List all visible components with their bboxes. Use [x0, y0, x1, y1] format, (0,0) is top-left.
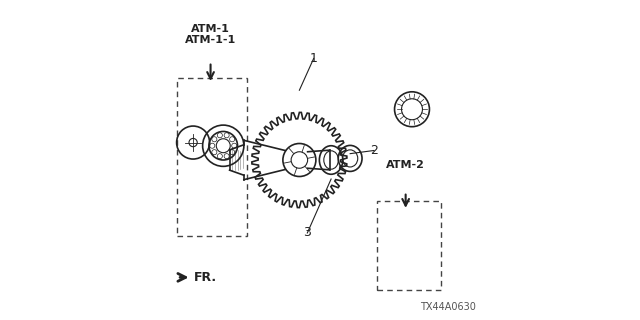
Text: FR.: FR.	[194, 271, 217, 284]
Text: 1: 1	[310, 52, 317, 65]
Text: TX44A0630: TX44A0630	[420, 302, 476, 312]
Text: 3: 3	[303, 227, 311, 239]
Text: ATM-2: ATM-2	[386, 160, 425, 170]
Text: ATM-1
ATM-1-1: ATM-1 ATM-1-1	[185, 24, 236, 45]
Text: 2: 2	[370, 144, 378, 157]
